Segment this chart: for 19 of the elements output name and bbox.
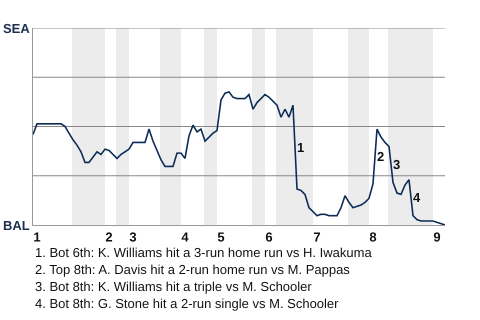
x-tick-label: 2 <box>105 230 113 245</box>
x-tick-label: 4 <box>181 230 190 245</box>
x-tick-label: 3 <box>129 230 137 245</box>
annotation: 1 <box>297 140 304 155</box>
annotation: 3 <box>393 157 400 172</box>
text: 4. Bot 8th: G. Stone hit a 2-run single vs M. Schooler <box>35 296 340 311</box>
x-tick-label: 1 <box>33 230 41 245</box>
text: SEA <box>3 21 30 36</box>
text: 3. Bot 8th: K. Williams hit a triple vs M. Schooler <box>35 279 312 294</box>
text: 1. Bot 6th: K. Williams hit a 3-run home run vs H. Iwakuma <box>35 245 372 260</box>
x-tick-label: 5 <box>217 230 225 245</box>
annotation: 4 <box>413 190 421 205</box>
text: 2. Top 8th: A. Davis hit a 2-run home run vs M. Pappas <box>35 262 350 277</box>
x-tick-label: 9 <box>433 230 441 245</box>
x-tick-label: 8 <box>369 230 377 245</box>
x-tick-label: 6 <box>265 230 273 245</box>
annotation: 2 <box>377 149 384 164</box>
text: BAL <box>3 218 30 233</box>
x-tick-label: 7 <box>313 230 321 245</box>
